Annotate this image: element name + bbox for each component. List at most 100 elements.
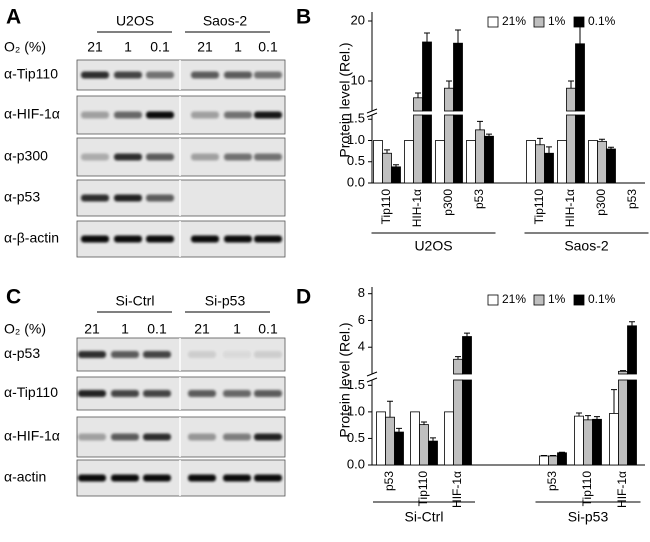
blot-band <box>254 111 282 119</box>
bar <box>557 452 567 466</box>
legend-swatch <box>573 294 585 306</box>
row-label: α-p53 <box>4 345 40 361</box>
panel-label: B <box>296 6 311 29</box>
bar <box>548 455 558 466</box>
y-tick-label: 0.5 <box>347 153 365 168</box>
bar <box>466 140 476 184</box>
y-tick-label: 0.0 <box>347 456 365 471</box>
blot-band <box>254 433 282 441</box>
cell-line-label: Si-Ctrl <box>116 293 155 309</box>
panel-label: D <box>296 286 311 309</box>
bar <box>583 419 593 466</box>
blot-band <box>143 474 171 482</box>
blot-band <box>188 390 216 397</box>
bar <box>597 140 607 184</box>
blot-band <box>191 71 219 79</box>
legend-label: 1% <box>548 292 566 306</box>
legend-swatch <box>573 16 585 28</box>
axis-break <box>366 371 378 377</box>
error-bar <box>486 133 492 137</box>
bar <box>413 97 423 112</box>
legend-label: 1% <box>548 14 566 28</box>
error-bar <box>541 454 547 456</box>
blot-band <box>111 351 139 358</box>
error-bar <box>611 389 617 414</box>
blot-band <box>81 194 109 202</box>
bar <box>422 41 432 112</box>
lane-label: 21 <box>84 321 100 337</box>
blot-band <box>188 433 216 441</box>
bar <box>544 152 554 184</box>
x-tick-label: Tip110 <box>379 189 393 225</box>
bar <box>526 140 536 184</box>
blot-band <box>146 111 174 119</box>
blot-band <box>254 390 282 397</box>
bar <box>539 455 549 466</box>
error-bar <box>620 370 626 372</box>
error-bar <box>455 29 461 44</box>
error-bar <box>585 415 591 420</box>
lane-label: 1 <box>121 321 129 337</box>
legend-swatch <box>487 294 499 306</box>
legend-swatch <box>533 16 545 28</box>
blot-band <box>146 194 174 202</box>
error-bar <box>464 332 470 337</box>
row-label: α-actin <box>4 469 46 485</box>
blot-band <box>223 390 251 397</box>
bar <box>592 418 602 466</box>
error-bar <box>396 427 402 433</box>
legend-swatch <box>533 294 545 306</box>
bar <box>453 42 463 112</box>
error-bar <box>629 321 635 326</box>
bar <box>373 140 383 184</box>
error-bar <box>550 454 556 456</box>
bar <box>453 379 463 466</box>
blot-band <box>254 71 282 79</box>
group-label: Si-Ctrl <box>405 509 444 525</box>
error-bar <box>415 92 421 98</box>
error-bar <box>576 412 582 417</box>
blot-band <box>114 111 142 119</box>
x-tick-label: Tip110 <box>532 189 546 225</box>
error-bar <box>559 451 565 453</box>
bar <box>575 114 585 184</box>
error-bar <box>384 149 390 154</box>
blot-band <box>224 235 252 243</box>
bar <box>404 140 414 184</box>
bar <box>618 370 628 375</box>
legend-label: 0.1% <box>588 292 616 306</box>
row-label: α-Tip110 <box>4 66 58 82</box>
blot-band <box>146 235 174 243</box>
bar <box>557 140 567 184</box>
bar <box>627 379 637 466</box>
y-tick-label: 0.0 <box>347 174 365 189</box>
y-tick-label: 8 <box>358 285 365 300</box>
error-bar <box>424 32 430 42</box>
y-tick-label: 1.5 <box>347 377 365 392</box>
y-tick-label: 0.5 <box>347 430 365 445</box>
error-bar <box>387 400 393 418</box>
bar <box>444 87 454 112</box>
bar <box>385 416 395 466</box>
x-tick-label: Tip110 <box>580 471 594 507</box>
bar <box>413 114 423 184</box>
lane-label: 1 <box>124 39 132 55</box>
lane-label: 21 <box>197 39 213 55</box>
bar <box>462 336 472 375</box>
y-axis-title: Protein level (Rel.) <box>337 42 353 157</box>
x-tick-label: Tip110 <box>416 471 430 507</box>
blot-band <box>143 433 171 441</box>
o2-label: O₂ (%) <box>4 321 46 337</box>
axis-break <box>366 112 378 118</box>
x-tick-label: p53 <box>382 471 396 491</box>
bar <box>422 114 432 184</box>
blot-band <box>223 474 251 482</box>
blot-box <box>76 179 286 217</box>
blot-box <box>76 459 286 497</box>
row-label: α-β-actin <box>4 230 59 246</box>
y-tick-label: 1.0 <box>347 132 365 147</box>
blot-band <box>111 474 139 482</box>
lane-label: 0.1 <box>147 321 167 337</box>
legend-label: 21% <box>502 292 526 306</box>
blot-band <box>114 153 142 161</box>
